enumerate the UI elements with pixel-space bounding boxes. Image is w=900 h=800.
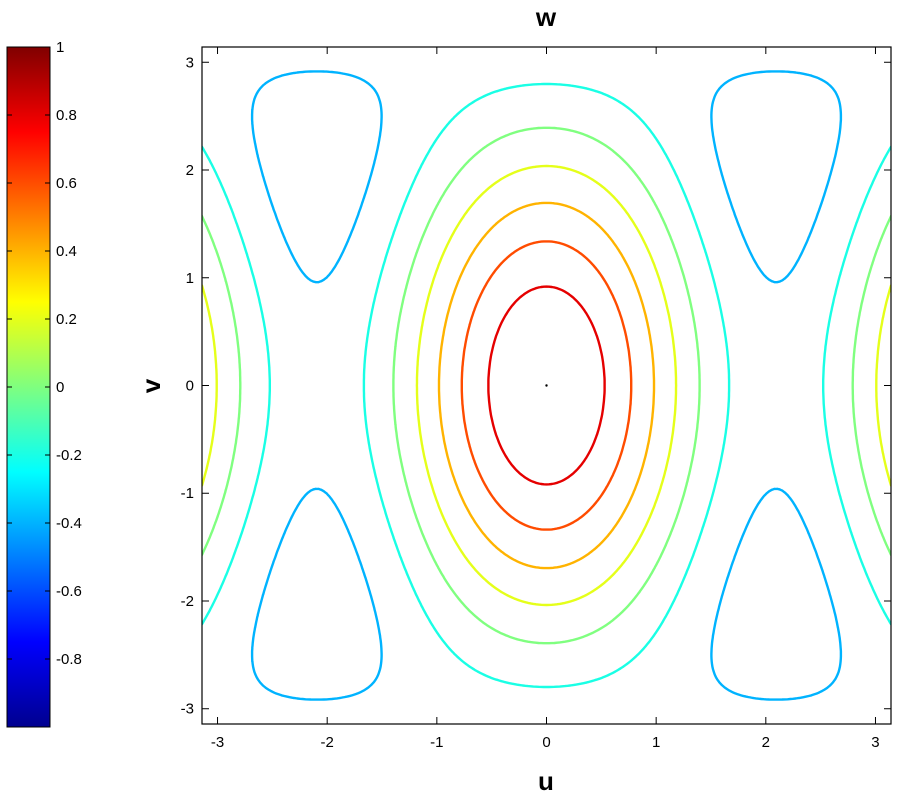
contour-level-0p4	[437, 201, 656, 570]
y-tick-label: -2	[181, 593, 194, 610]
x-tick-label: 3	[871, 734, 879, 751]
y-axis-label: v	[136, 378, 166, 393]
contour-lines	[202, 70, 891, 701]
chart-title: w	[535, 2, 557, 32]
plot-area: -3 -2 -1 0 1 2 3 3 2 1 0 -1 -2 -3	[181, 46, 892, 751]
y-tick-label: -3	[181, 701, 194, 718]
center-point	[545, 384, 548, 387]
x-axis-ticks: -3 -2 -1 0 1 2 3	[211, 47, 880, 751]
colorbar-gradient	[6, 46, 51, 728]
colorbar: 1 0.8 0.6 0.4 0.2 0 -0.2 -0.4 -0.6 -0.8	[6, 39, 82, 728]
x-tick-label: 0	[542, 734, 550, 751]
contour-level-0p6	[460, 240, 633, 531]
colorbar-tick-label: -0.6	[56, 583, 82, 600]
colorbar-tick-label: 0.8	[56, 107, 77, 124]
x-tick-label: -2	[321, 734, 334, 751]
colorbar-tick-label: 0	[56, 379, 64, 396]
y-tick-label: 0	[186, 378, 194, 395]
contour-level-neg0p2	[202, 82, 891, 689]
x-axis-label: u	[538, 766, 554, 796]
x-tick-label: 1	[652, 734, 660, 751]
y-tick-label: 2	[186, 162, 194, 179]
y-tick-label: 3	[186, 54, 194, 71]
x-tick-label: -1	[430, 734, 443, 751]
contour-level-neg0p4	[250, 70, 843, 701]
y-tick-label: 1	[186, 270, 194, 287]
colorbar-tick-label: 0.2	[56, 311, 77, 328]
colorbar-tick-label: 0.6	[56, 175, 77, 192]
y-axis-ticks: 3 2 1 0 -1 -2 -3	[181, 54, 891, 718]
x-tick-label: 2	[762, 734, 770, 751]
contour-level-0p2	[202, 164, 891, 607]
y-tick-label: -1	[181, 485, 194, 502]
colorbar-tick-label: -0.4	[56, 515, 82, 532]
colorbar-tick-label: 0.4	[56, 243, 77, 260]
x-tick-label: -3	[211, 734, 224, 751]
contour-level-0p8	[487, 285, 606, 486]
colorbar-tick-label: 1	[56, 39, 64, 56]
colorbar-tick-label: -0.2	[56, 447, 82, 464]
contour-level-0	[202, 126, 891, 645]
colorbar-tick-label: -0.8	[56, 651, 82, 668]
colorbar-ticks: 1 0.8 0.6 0.4 0.2 0 -0.2 -0.4 -0.6 -0.8	[7, 39, 82, 668]
